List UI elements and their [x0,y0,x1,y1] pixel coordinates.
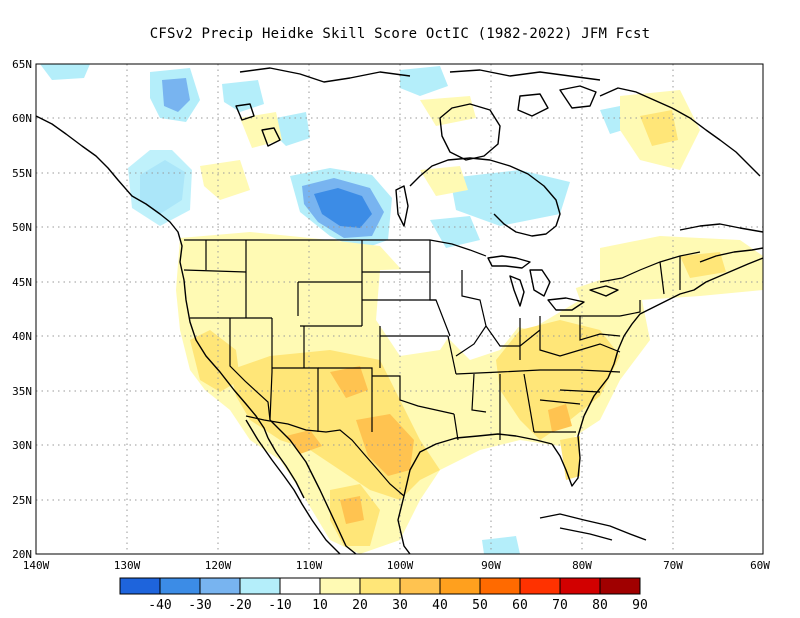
lat-label-25n: 25N [12,494,32,507]
colorbar-swatch [199,577,241,595]
lat-axis-labels: 65N 60N 55N 50N 45N 40N 35N 30N 25N 20N [12,58,32,561]
lat-label-30n: 30N [12,439,32,452]
lon-label-130w: 130W [114,559,141,572]
colorbar: -40 -30 -20 -10 10 20 30 40 50 60 70 80 90 [119,577,648,613]
colorbar-label: 30 [392,598,408,613]
colorbar-labels: -40 -30 -20 -10 10 20 30 40 50 60 70 80 90 [148,598,648,613]
colorbar-label: 90 [632,598,648,613]
lat-label-35n: 35N [12,385,32,398]
lat-label-65n: 65N [12,58,32,71]
skill-field [40,64,763,554]
colorbar-label: -10 [268,598,291,613]
colorbar-label: 10 [312,598,328,613]
field-pos-northeast [600,236,763,300]
lat-label-20n: 20N [12,548,32,561]
colorbar-label: -30 [188,598,211,613]
lon-label-90w: 90W [481,559,501,572]
field-neg-nwt2 [274,112,310,146]
lon-label-80w: 80W [572,559,592,572]
field-pos-mex-strong [340,496,364,524]
lat-label-55n: 55N [12,167,32,180]
colorbar-swatch [479,577,521,595]
field-pos-nm-strong [330,366,368,398]
lon-label-100w: 100W [387,559,414,572]
colorbar-label: -20 [228,598,251,613]
field-pos-quebec-mid [640,110,678,146]
field-pos-se-strong [548,404,572,432]
field-neg-yukon-core [162,78,190,112]
lat-label-60n: 60N [12,112,32,125]
field-neg-gulf-mexico [482,536,520,554]
colorbar-swatch [439,577,481,595]
colorbar-swatch [559,577,601,595]
lon-label-60w: 60W [750,559,770,572]
colorbar-swatch [519,577,561,595]
field-pos-ca-coast [190,330,240,392]
lon-label-140w: 140W [23,559,50,572]
field-pos-florida [560,436,580,480]
colorbar-swatch [319,577,361,595]
field-neg-nunavut [400,66,448,96]
colorbar-label: 80 [592,598,608,613]
field-neg-bc-coast-light [128,150,192,226]
field-pos-az-strong [286,430,322,454]
field-pos-ne-mid [680,252,726,278]
lon-label-70w: 70W [663,559,683,572]
field-pos-nwt [240,112,282,148]
lat-label-40n: 40N [12,330,32,343]
colorbar-boxes [119,577,641,595]
colorbar-label: 60 [512,598,528,613]
field-neg-ontario [430,216,480,248]
lon-axis-labels: 140W 130W 120W 110W 100W 90W 80W 70W 60W [23,559,771,572]
coastlines [36,67,763,554]
colorbar-label: 20 [352,598,368,613]
colorbar-swatch [399,577,441,595]
field-neg-hudson [450,170,570,226]
field-neg-canada-prairie-strong [314,188,372,228]
field-pos-canada-west [200,160,250,200]
lat-label-45n: 45N [12,276,32,289]
colorbar-swatch [119,577,161,595]
field-pos-mt-ks [376,268,460,356]
colorbar-label: 70 [552,598,568,613]
lon-label-120w: 120W [205,559,232,572]
colorbar-swatch [159,577,201,595]
colorbar-label: 50 [472,598,488,613]
colorbar-swatch [239,577,281,595]
field-pos-se-us [496,320,620,440]
colorbar-swatch [279,577,321,595]
lat-label-50n: 50N [12,221,32,234]
field-neg-alaska [40,64,90,80]
plot-frame [35,63,764,555]
colorbar-label: -40 [148,598,171,613]
colorbar-swatch [359,577,401,595]
political-borders [183,239,701,497]
field-neg-nwt [222,80,264,112]
colorbar-swatch [599,577,641,595]
lon-label-110w: 110W [296,559,323,572]
chart-title: CFSv2 Precip Heidke Skill Score OctIC (1… [149,26,651,42]
colorbar-label: 40 [432,598,448,613]
